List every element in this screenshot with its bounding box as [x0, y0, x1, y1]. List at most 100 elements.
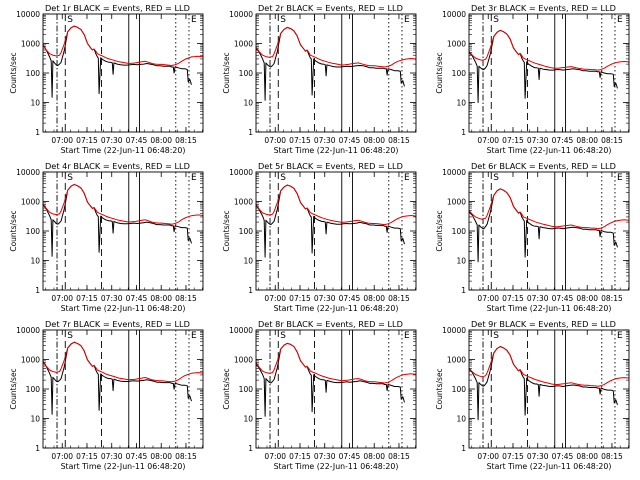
x-tick-label: 07:30: [101, 136, 123, 145]
chart-title: Det 4r BLACK = Events, RED = LLD: [45, 161, 190, 171]
chart-title: Det 5r BLACK = Events, RED = LLD: [258, 161, 403, 171]
x-tick-label: 07:30: [527, 294, 549, 303]
y-tick-label: 1000: [234, 198, 253, 207]
x-tick-label: 07:30: [314, 136, 336, 145]
x-tick-label: 08:15: [601, 294, 623, 303]
events-series-line: [255, 26, 405, 101]
chart-title: Det 6r BLACK = Events, RED = LLD: [471, 161, 616, 171]
plot-frame: [468, 329, 630, 449]
chart-title: Det 2r BLACK = Events, RED = LLD: [258, 3, 403, 13]
plot-frame: [42, 13, 204, 133]
x-axis-label: Start Time (22-Jun-11 06:48:20): [274, 462, 399, 471]
chart-title: Det 3r BLACK = Events, RED = LLD: [471, 3, 616, 13]
events-series-line: [42, 183, 192, 257]
chart-panel: Det 8r BLACK = Events, RED = LLD 1 10 100 10…: [222, 319, 417, 471]
chart-panel: Det 6r BLACK = Events, RED = LLD 1 10 100 10…: [435, 161, 630, 313]
y-tick-label: 100: [239, 69, 254, 78]
x-tick-label: 08:15: [175, 294, 197, 303]
x-tick-label: 07:15: [502, 452, 524, 461]
end-marker-label: E: [617, 331, 623, 341]
x-tick-label: 07:30: [527, 136, 549, 145]
x-axis-label: Start Time (22-Jun-11 06:48:20): [487, 146, 612, 155]
events-series-line: [468, 29, 618, 103]
chart-panel: Det 2r BLACK = Events, RED = LLD 1 10 100 10…: [222, 3, 417, 155]
y-axis-label: Counts/sec: [435, 210, 444, 251]
y-axis-label: Counts/sec: [9, 52, 18, 93]
lld-series-line: [255, 26, 417, 68]
end-marker-label: E: [404, 15, 410, 25]
x-tick-label: 08:15: [601, 136, 623, 145]
x-axis-label: Start Time (22-Jun-11 06:48:20): [61, 304, 186, 313]
y-tick-label: 10000: [229, 10, 253, 19]
x-tick-label: 07:30: [527, 452, 549, 461]
x-tick-label: 07:30: [101, 294, 123, 303]
lld-series-line: [255, 184, 417, 226]
chart-title: Det 9r BLACK = Events, RED = LLD: [471, 319, 616, 329]
x-tick-label: 07:30: [314, 294, 336, 303]
y-tick-label: 10000: [16, 168, 40, 177]
y-tick-label: 1: [248, 286, 253, 295]
x-tick-label: 07:15: [76, 452, 98, 461]
x-tick-label: 07:45: [552, 136, 574, 145]
y-tick-label: 10: [30, 415, 40, 424]
plot-frame: [255, 329, 417, 449]
plot-frame: [255, 171, 417, 291]
end-marker-label: E: [617, 15, 623, 25]
y-tick-label: 1000: [21, 40, 40, 49]
x-tick-label: 07:00: [477, 294, 499, 303]
x-tick-label: 08:15: [388, 294, 410, 303]
plot-frame: [42, 329, 204, 449]
y-tick-label: 1: [35, 286, 40, 295]
chart-panel: Det 1r BLACK = Events, RED = LLD 1 10 100 10…: [9, 3, 204, 155]
lld-series-line: [42, 25, 204, 66]
y-tick-label: 100: [239, 227, 254, 236]
y-tick-label: 100: [26, 385, 41, 394]
x-tick-label: 07:15: [289, 294, 311, 303]
events-series-line: [255, 342, 405, 417]
start-marker-label: S: [493, 173, 499, 183]
end-marker-label: E: [191, 15, 197, 25]
events-series-line: [468, 188, 618, 263]
plot-frame: [42, 171, 204, 291]
y-tick-label: 1000: [447, 198, 466, 207]
events-series-line: [42, 25, 192, 98]
y-tick-label: 100: [239, 385, 254, 394]
y-tick-label: 10000: [442, 168, 466, 177]
lld-series-line: [468, 29, 630, 71]
x-tick-label: 07:45: [126, 136, 148, 145]
y-tick-label: 10: [456, 99, 466, 108]
y-axis-label: Counts/sec: [9, 368, 18, 409]
chart-title: Det 7r BLACK = Events, RED = LLD: [45, 319, 190, 329]
y-tick-label: 10: [30, 257, 40, 266]
x-tick-label: 07:15: [289, 452, 311, 461]
y-axis-label: Counts/sec: [435, 368, 444, 409]
y-tick-label: 10: [243, 415, 253, 424]
end-marker-label: E: [404, 331, 410, 341]
y-tick-label: 1: [461, 286, 466, 295]
y-axis-label: Counts/sec: [222, 210, 231, 251]
end-marker-label: E: [617, 173, 623, 183]
chart-panel: Det 3r BLACK = Events, RED = LLD 1 10 100 10…: [435, 3, 630, 155]
y-tick-label: 10: [243, 257, 253, 266]
start-marker-label: S: [67, 173, 73, 183]
x-tick-label: 07:45: [339, 136, 361, 145]
x-tick-label: 08:00: [576, 452, 598, 461]
lld-series-line: [42, 183, 204, 225]
plot-frame: [468, 171, 630, 291]
lld-series-line: [42, 341, 204, 383]
x-tick-label: 08:15: [601, 452, 623, 461]
x-tick-label: 08:00: [363, 452, 385, 461]
y-tick-label: 10000: [16, 10, 40, 19]
end-marker-label: E: [191, 173, 197, 183]
y-tick-label: 10: [30, 99, 40, 108]
x-tick-label: 08:15: [388, 452, 410, 461]
y-tick-label: 10000: [442, 326, 466, 335]
y-tick-label: 10000: [229, 168, 253, 177]
x-tick-label: 07:15: [502, 294, 524, 303]
x-axis-label: Start Time (22-Jun-11 06:48:20): [274, 304, 399, 313]
y-tick-label: 10: [456, 257, 466, 266]
y-tick-label: 100: [452, 69, 467, 78]
x-tick-label: 07:45: [552, 452, 574, 461]
x-tick-label: 07:30: [314, 452, 336, 461]
